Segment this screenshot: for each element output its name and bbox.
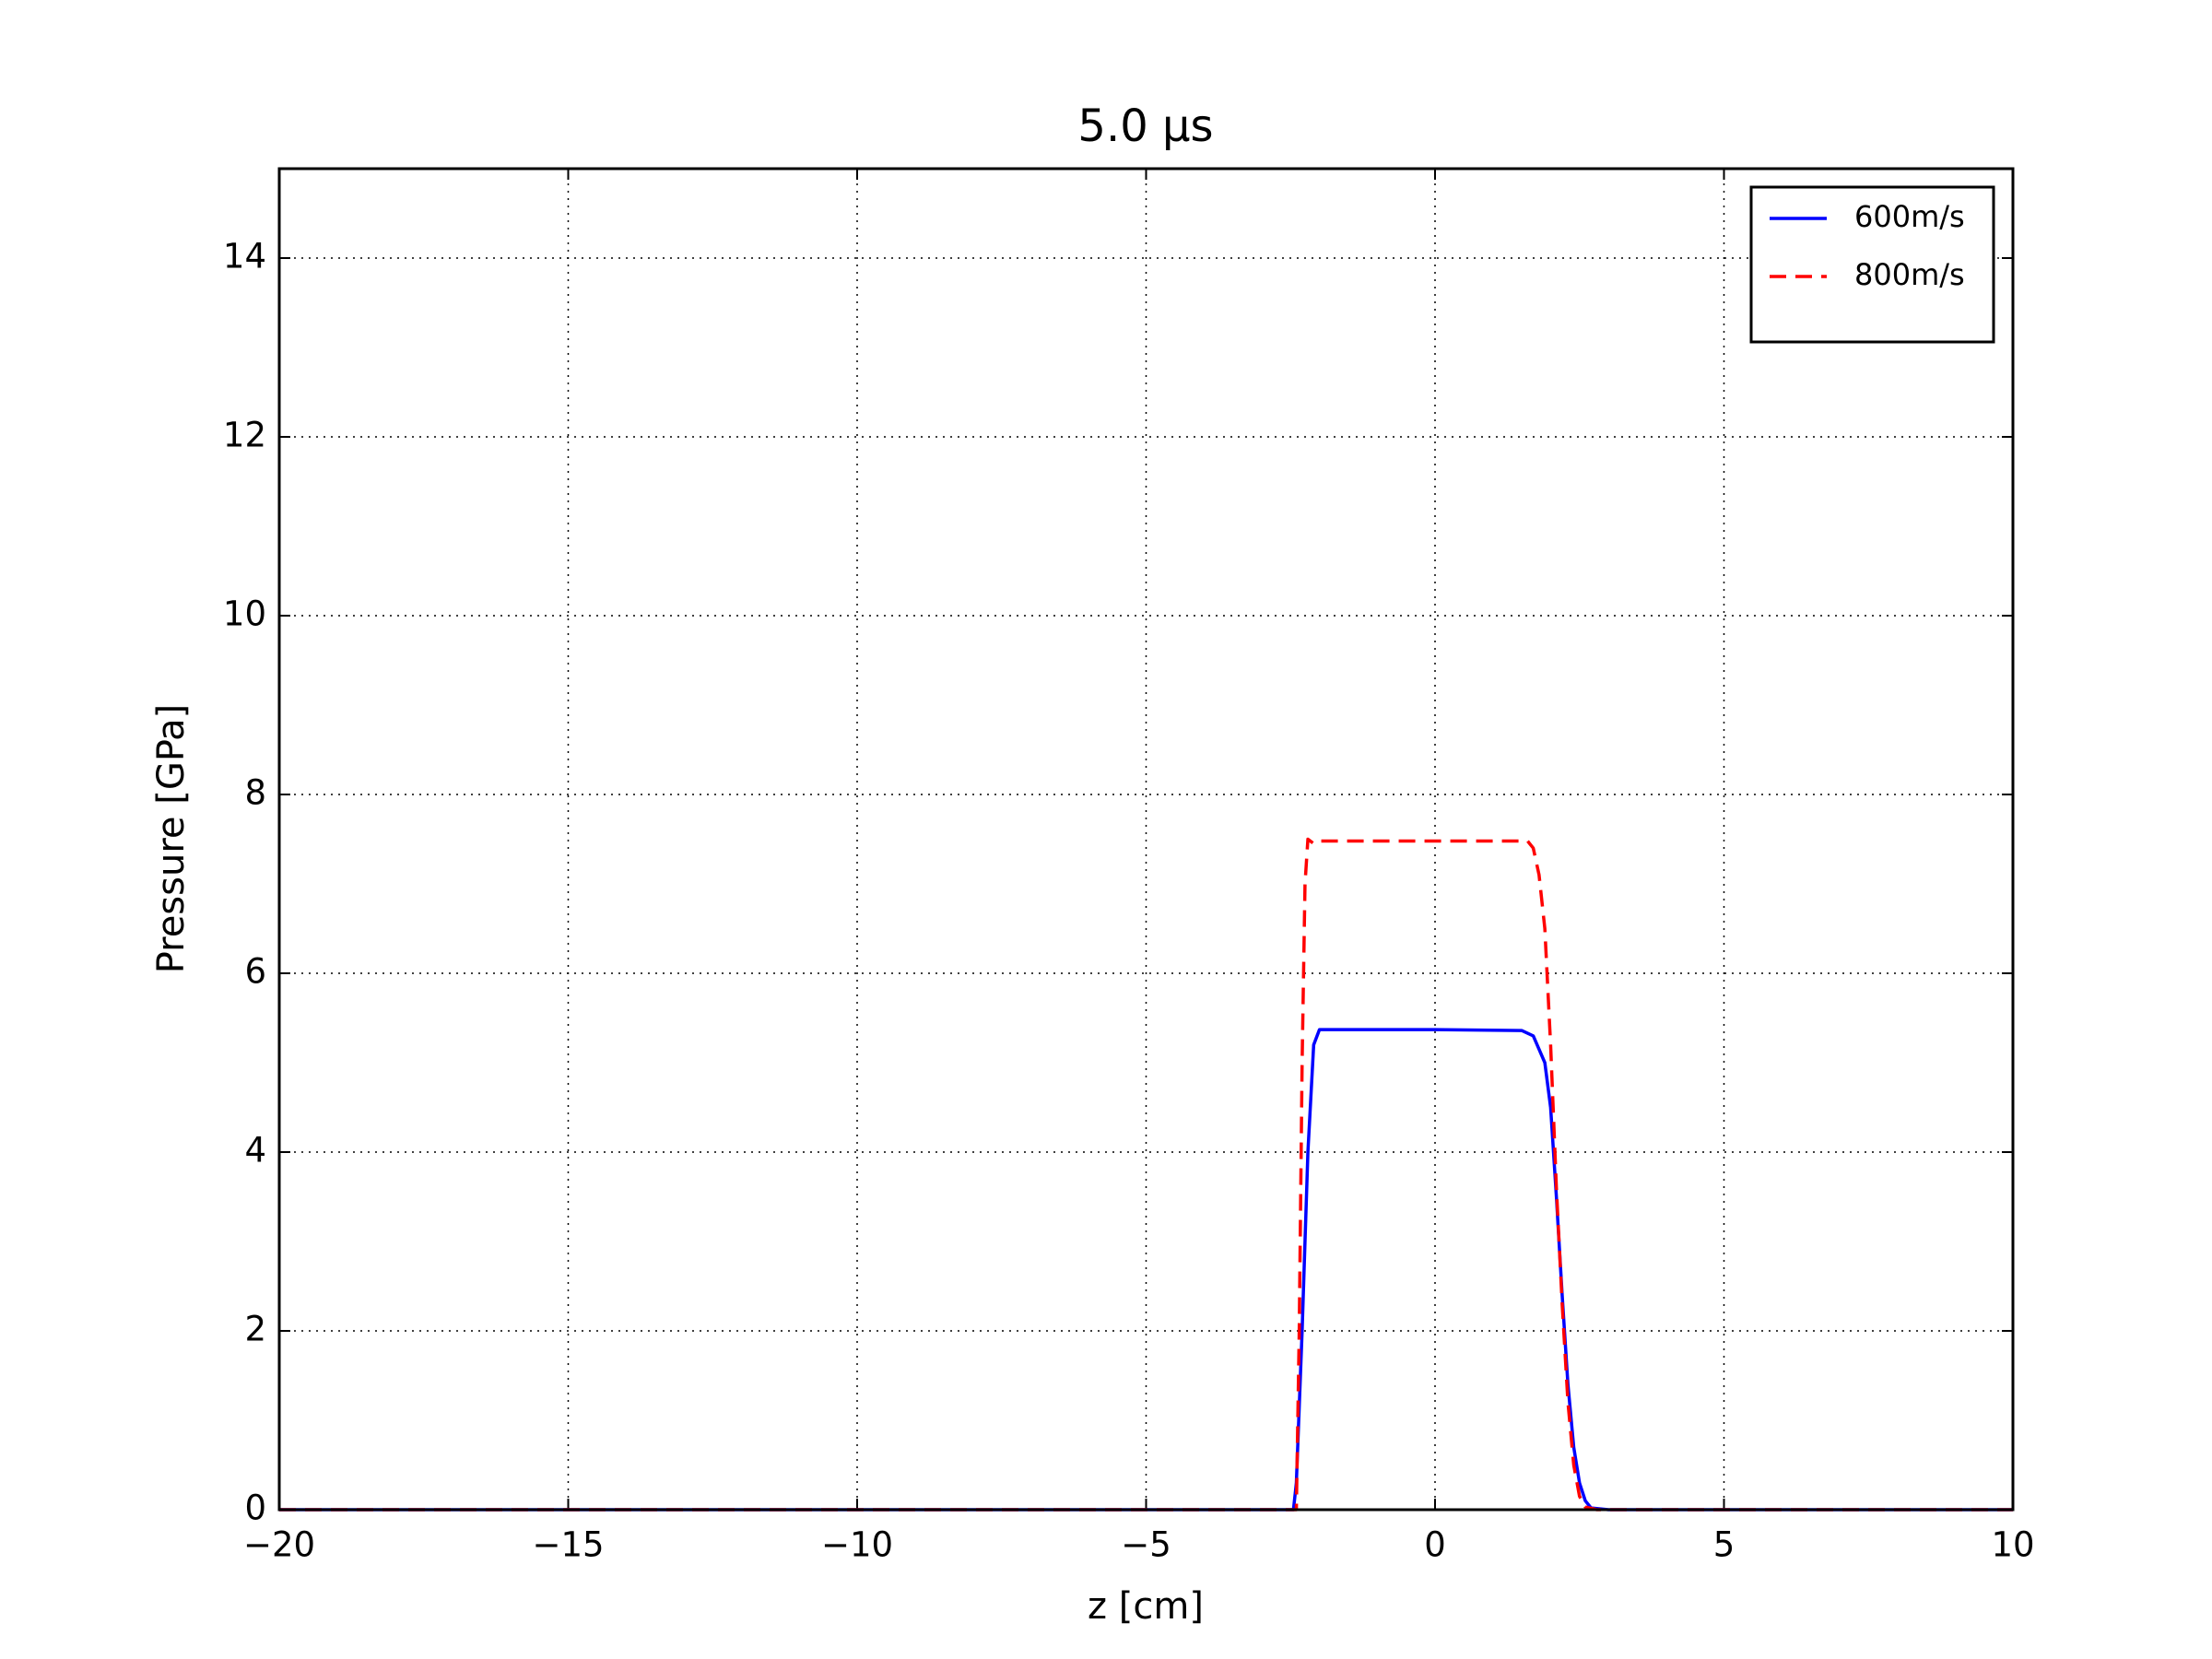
y-tick-label: 4 xyxy=(244,1131,266,1171)
legend-label: 800m/s xyxy=(1854,257,1965,292)
x-tick-label: −5 xyxy=(1121,1525,1171,1565)
y-tick-label: 8 xyxy=(244,773,266,813)
y-tick-label: 2 xyxy=(244,1310,266,1349)
y-tick-label: 6 xyxy=(244,952,266,992)
chart-title: 5.0 μs xyxy=(1077,100,1213,152)
x-tick-label: −10 xyxy=(821,1525,893,1565)
y-tick-label: 12 xyxy=(223,416,266,455)
x-tick-label: 10 xyxy=(1991,1525,2034,1565)
x-tick-label: 5 xyxy=(1713,1525,1735,1565)
legend: 600m/s 800m/s xyxy=(1749,185,1995,344)
x-tick-label: −20 xyxy=(243,1525,315,1565)
y-tick-label: 0 xyxy=(244,1488,266,1528)
series-line xyxy=(279,1028,2013,1512)
series-line xyxy=(279,837,2013,1512)
x-axis-label: z [cm] xyxy=(1088,1585,1204,1628)
x-tick-label: −15 xyxy=(532,1525,604,1565)
plot-frame xyxy=(277,167,2015,1512)
y-tick-label: 14 xyxy=(223,237,266,276)
y-tick-label: 10 xyxy=(223,594,266,634)
x-tick-label: 0 xyxy=(1424,1525,1446,1565)
legend-box xyxy=(1749,185,1995,344)
legend-label: 600m/s xyxy=(1854,199,1965,234)
y-axis-label: Pressure [GPa] xyxy=(150,704,193,974)
